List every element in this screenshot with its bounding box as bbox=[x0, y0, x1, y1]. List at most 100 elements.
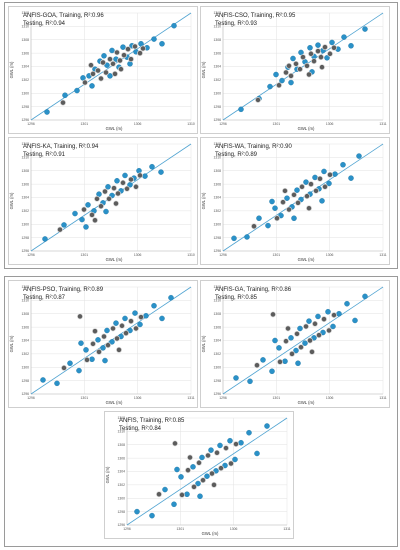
training-point bbox=[267, 83, 273, 90]
training-point bbox=[288, 79, 294, 86]
y-tick-labels: 1296 1298 1300 1302 1304 1306 1308 1310 1312 bbox=[117, 416, 125, 527]
y-tick-label: 1302 bbox=[117, 483, 125, 487]
training-point bbox=[62, 92, 68, 99]
testing-point bbox=[118, 66, 124, 73]
testing-point bbox=[322, 183, 328, 190]
training-point bbox=[171, 501, 177, 508]
training-point bbox=[127, 327, 133, 334]
y-tick-label: 1308 bbox=[213, 312, 221, 316]
testing-points bbox=[61, 313, 144, 371]
training-point bbox=[320, 329, 326, 336]
y-tick-label: 1312 bbox=[213, 142, 221, 146]
y-tick-label: 1306 bbox=[21, 51, 29, 55]
chart-title-line2: Testing, R²:0.89 bbox=[215, 152, 258, 158]
training-point bbox=[149, 512, 155, 519]
testing-point bbox=[187, 454, 193, 461]
scatter-plot-anfis-wa: 1296 1298 1300 1302 1304 1306 1308 1310 1312 129… bbox=[201, 142, 387, 262]
testing-point bbox=[132, 43, 138, 50]
testing-points bbox=[60, 43, 146, 106]
testing-point bbox=[57, 226, 63, 233]
testing-point bbox=[84, 356, 90, 363]
testing-point bbox=[96, 348, 102, 355]
training-point bbox=[294, 187, 300, 193]
testing-point bbox=[172, 440, 178, 447]
y-tick-label: 1308 bbox=[21, 38, 29, 42]
training-point bbox=[107, 73, 113, 79]
testing-point bbox=[90, 70, 96, 77]
training-point bbox=[330, 323, 336, 330]
y-tick-label: 1306 bbox=[21, 325, 29, 329]
chart-title-line2: Testing, R²:0.91 bbox=[23, 152, 66, 158]
y-tick-label: 1296 bbox=[213, 118, 221, 122]
testing-point bbox=[124, 185, 130, 192]
testing-point bbox=[116, 346, 122, 353]
x-tick-labels: 1296 1301 1306 1311 bbox=[123, 527, 291, 531]
testing-point bbox=[289, 350, 295, 357]
training-point bbox=[104, 62, 110, 68]
x-tick-label: 1296 bbox=[219, 396, 227, 400]
y-tick-label: 1296 bbox=[213, 392, 221, 396]
y-tick-label: 1298 bbox=[213, 105, 221, 109]
testing-point bbox=[138, 314, 144, 321]
x-tick-labels: 1296 1301 1306 1311 bbox=[219, 122, 387, 126]
y-axis-label: GWL (m) bbox=[9, 61, 14, 78]
chart-title-line2: Testing, R²:0.84 bbox=[119, 426, 162, 432]
testing-point bbox=[327, 171, 333, 178]
y-tick-label: 1304 bbox=[21, 196, 29, 200]
y-tick-label: 1296 bbox=[21, 392, 29, 396]
testing-point bbox=[251, 223, 257, 230]
testing-point bbox=[191, 483, 197, 490]
x-tick-label: 1306 bbox=[134, 122, 142, 126]
testing-points bbox=[57, 172, 143, 233]
training-point bbox=[122, 315, 128, 322]
testing-point bbox=[120, 179, 126, 186]
y-tick-labels: 1296 1298 1300 1302 1304 1306 1308 1310 1312 bbox=[213, 142, 221, 253]
training-point bbox=[344, 300, 350, 307]
training-point bbox=[120, 44, 126, 50]
training-point bbox=[184, 491, 190, 497]
training-point bbox=[67, 360, 73, 366]
testing-point bbox=[106, 195, 112, 202]
training-points bbox=[231, 153, 362, 242]
training-point bbox=[254, 450, 260, 457]
training-point bbox=[315, 313, 321, 320]
testing-point bbox=[128, 176, 134, 183]
testing-point bbox=[317, 175, 323, 182]
x-axis-label: GWL (m) bbox=[106, 257, 123, 262]
training-point bbox=[159, 315, 165, 322]
testing-point bbox=[88, 62, 94, 69]
y-axis-label: GWL (m) bbox=[201, 335, 206, 352]
x-tick-label: 1296 bbox=[27, 122, 35, 126]
testing-point bbox=[297, 66, 303, 73]
training-points bbox=[40, 294, 174, 387]
chart-title-line1: ANFIS-KA, Training, R²:0.94 bbox=[23, 144, 99, 150]
x-tick-label: 1301 bbox=[177, 527, 185, 531]
testing-point bbox=[312, 320, 318, 327]
scatter-plot-anfis: 1296 1298 1300 1302 1304 1306 1308 1310 1312 129… bbox=[105, 416, 291, 536]
testing-point bbox=[128, 318, 134, 325]
training-point bbox=[142, 173, 148, 179]
training-point bbox=[89, 356, 95, 362]
testing-point bbox=[211, 481, 217, 488]
testing-point bbox=[308, 50, 314, 57]
x-axis-label: GWL (m) bbox=[106, 126, 123, 131]
testing-point bbox=[283, 69, 289, 76]
testing-point bbox=[318, 54, 324, 61]
testing-points bbox=[255, 44, 337, 103]
training-point bbox=[238, 439, 244, 446]
training-point bbox=[332, 171, 338, 177]
x-tick-label: 1306 bbox=[326, 396, 334, 400]
y-tick-label: 1296 bbox=[117, 523, 125, 527]
training-point bbox=[136, 167, 142, 174]
y-tick-label: 1304 bbox=[213, 196, 221, 200]
grid-lines bbox=[30, 143, 192, 252]
x-tick-label: 1310 bbox=[187, 122, 195, 126]
testing-point bbox=[111, 185, 117, 192]
testing-point bbox=[90, 340, 96, 347]
y-tick-label: 1304 bbox=[213, 339, 221, 343]
testing-point bbox=[331, 44, 337, 51]
scatter-plot-anfis-goa: 1296 1298 1300 1302 1304 1306 1308 1310 1312 129… bbox=[9, 11, 195, 131]
grid-lines bbox=[30, 12, 192, 121]
training-point bbox=[279, 77, 285, 84]
y-tick-label: 1306 bbox=[213, 325, 221, 329]
